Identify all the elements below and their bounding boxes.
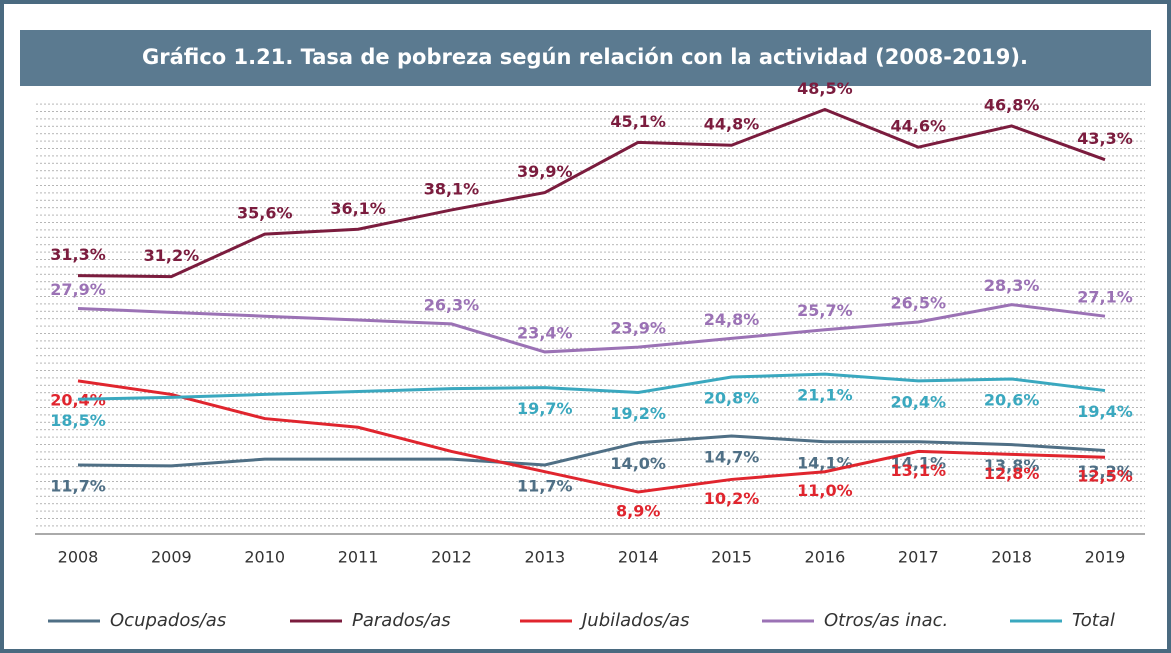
value-label: 20,4% <box>50 390 106 409</box>
x-tick-label: 2008 <box>58 548 99 567</box>
x-tick-label: 2011 <box>338 548 379 567</box>
legend-label: Jubilados/as <box>579 610 689 631</box>
value-label: 24,8% <box>704 310 760 329</box>
x-tick-label: 2014 <box>618 548 659 567</box>
x-tick-label: 2009 <box>151 548 192 567</box>
value-label: 10,2% <box>704 489 760 508</box>
value-label: 44,6% <box>891 117 947 136</box>
value-label: 35,6% <box>237 204 293 223</box>
value-label: 44,8% <box>704 115 760 134</box>
line <box>77 379 1106 494</box>
value-label: 31,3% <box>50 245 106 264</box>
value-label: 31,2% <box>144 246 200 265</box>
value-label: 46,8% <box>984 95 1040 114</box>
value-label: 14,7% <box>704 447 760 466</box>
value-label: 25,7% <box>797 301 853 320</box>
x-tick-label: 2010 <box>244 548 285 567</box>
value-label: 19,7% <box>517 399 573 418</box>
line <box>77 303 1106 354</box>
x-tick-label: 2017 <box>898 548 939 567</box>
value-label: 20,4% <box>891 392 947 411</box>
value-label: 20,8% <box>704 389 760 408</box>
value-label: 14,1% <box>797 453 853 472</box>
value-label: 36,1% <box>330 199 386 218</box>
value-label: 23,9% <box>610 319 666 338</box>
value-label: 26,3% <box>424 295 480 314</box>
value-label: 14,0% <box>610 454 666 473</box>
value-label: 11,0% <box>797 481 853 500</box>
value-label: 21,1% <box>797 386 853 405</box>
value-label: 14,1% <box>891 453 947 472</box>
value-label: 11,7% <box>517 476 573 495</box>
legend-label: Parados/as <box>352 610 451 631</box>
legend-label: Otros/as inac. <box>824 610 948 631</box>
line <box>77 434 1106 468</box>
chart-title: Gráfico 1.21. Tasa de pobreza según rela… <box>142 45 1028 69</box>
line <box>77 372 1106 401</box>
value-label: 27,1% <box>1077 288 1133 307</box>
value-label: 12,5% <box>1077 467 1133 486</box>
value-label: 13,1% <box>891 461 947 480</box>
line <box>77 107 1106 279</box>
value-label: 19,4% <box>1077 402 1133 421</box>
value-label: 8,9% <box>616 501 660 520</box>
x-tick-label: 2018 <box>991 548 1032 567</box>
value-label: 39,9% <box>517 162 573 181</box>
x-tick-label: 2015 <box>711 548 752 567</box>
value-label: 12,8% <box>984 464 1040 483</box>
value-label: 20,6% <box>984 390 1040 409</box>
legend-label: Ocupados/as <box>110 610 226 631</box>
x-tick-label: 2012 <box>431 548 472 567</box>
x-tick-label: 2016 <box>805 548 846 567</box>
value-label: 43,3% <box>1077 129 1133 148</box>
value-label: 45,1% <box>610 112 666 131</box>
value-label: 27,9% <box>50 280 106 299</box>
title-bar <box>20 30 1151 86</box>
legend-label: Total <box>1072 610 1115 631</box>
value-label: 48,5% <box>797 79 853 98</box>
value-label: 18,5% <box>50 411 106 430</box>
value-label: 13,2% <box>1077 462 1133 481</box>
value-label: 19,2% <box>610 404 666 423</box>
value-label: 26,5% <box>891 293 947 312</box>
value-label: 28,3% <box>984 276 1040 295</box>
x-tick-label: 2013 <box>524 548 565 567</box>
value-label: 13,8% <box>984 456 1040 475</box>
value-label: 38,1% <box>424 179 480 198</box>
x-tick-label: 2019 <box>1085 548 1126 567</box>
value-label: 23,4% <box>517 323 573 342</box>
value-label: 11,7% <box>50 476 106 495</box>
